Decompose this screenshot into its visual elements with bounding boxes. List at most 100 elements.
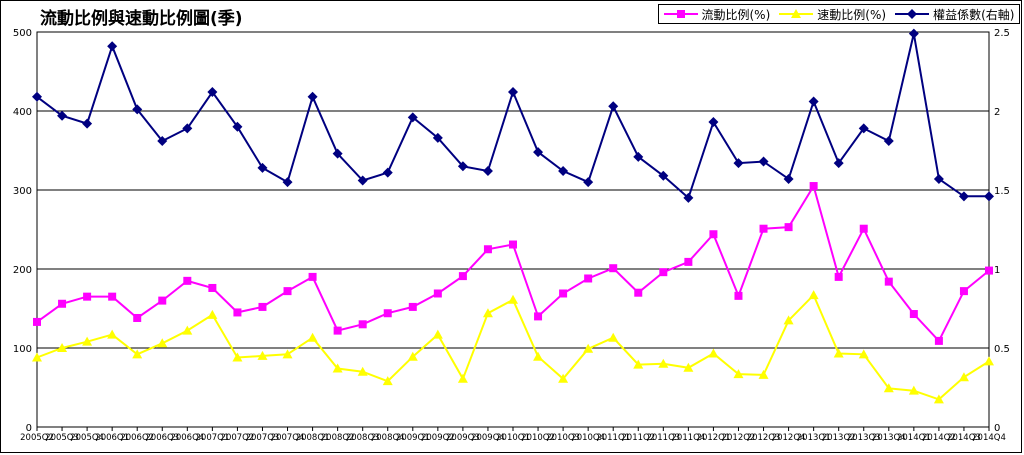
data-point-current-ratio	[909, 310, 918, 319]
data-point-current-ratio	[483, 245, 492, 254]
y-left-tick-label: 500	[13, 28, 32, 39]
data-point-quick-ratio	[307, 332, 318, 342]
data-point-equity-multiplier	[808, 96, 819, 107]
x-tick-label: 2006Q3	[145, 433, 179, 443]
x-tick-label: 2013Q4	[872, 433, 906, 443]
data-point-quick-ratio	[683, 362, 694, 372]
data-point-current-ratio	[183, 276, 192, 285]
data-point-equity-multiplier	[558, 166, 569, 177]
data-point-equity-multiplier	[157, 136, 168, 147]
data-point-quick-ratio	[558, 373, 569, 383]
data-point-quick-ratio	[357, 366, 368, 376]
data-point-quick-ratio	[833, 348, 844, 358]
x-tick-label: 2012Q3	[747, 433, 781, 443]
x-tick-label: 2010Q1	[496, 433, 530, 443]
data-point-equity-multiplier	[984, 191, 994, 202]
data-point-quick-ratio	[608, 332, 619, 342]
data-point-current-ratio	[33, 317, 41, 326]
x-tick-label: 2008Q3	[346, 433, 380, 443]
data-point-equity-multiplier	[407, 112, 418, 123]
data-point-quick-ratio	[858, 349, 869, 359]
legend-label-quick-ratio: 速動比例(%)	[817, 7, 887, 22]
data-point-quick-ratio	[633, 359, 644, 369]
series-line-equity-multiplier	[36, 33, 989, 200]
x-tick-label: 2011Q4	[672, 433, 706, 443]
y-right-tick-label: 0	[994, 423, 1000, 434]
data-point-equity-multiplier	[32, 91, 42, 102]
data-point-current-ratio	[959, 287, 968, 296]
x-tick-label: 2006Q2	[120, 433, 154, 443]
data-point-equity-multiplier	[583, 177, 594, 188]
data-point-quick-ratio	[432, 329, 443, 339]
x-tick-label: 2013Q3	[847, 433, 881, 443]
data-point-current-ratio	[884, 277, 893, 286]
y-left-tick-label: 200	[13, 265, 32, 276]
data-point-quick-ratio	[908, 385, 919, 395]
legend-swatch-equity-multiplier	[895, 9, 930, 19]
data-point-quick-ratio	[282, 349, 293, 359]
data-point-quick-ratio	[107, 329, 118, 339]
data-point-equity-multiplier	[658, 170, 669, 181]
data-point-equity-multiplier	[958, 191, 969, 202]
x-tick-label: 2011Q1	[596, 433, 630, 443]
data-point-quick-ratio	[984, 356, 994, 366]
data-point-equity-multiplier	[908, 28, 919, 39]
x-tick-label: 2007Q3	[246, 433, 280, 443]
data-point-quick-ratio	[257, 350, 268, 360]
axes: 0 0 100 0.5 200 1 300 1.5 400 2 500 2.5 2005Q22005Q3…	[13, 28, 1010, 443]
data-point-quick-ratio	[708, 348, 719, 358]
data-point-equity-multiplier	[257, 162, 268, 173]
data-point-quick-ratio	[883, 383, 894, 393]
legend-item-current-ratio: 流動比例(%)	[663, 6, 770, 23]
data-point-quick-ratio	[232, 352, 243, 362]
x-tick-label: 2014Q1	[897, 433, 931, 443]
data-point-current-ratio	[408, 302, 417, 311]
x-tick-label: 2014Q4	[972, 433, 1006, 443]
data-point-equity-multiplier	[207, 87, 218, 98]
data-point-current-ratio	[709, 230, 718, 239]
data-point-quick-ratio	[783, 315, 794, 325]
data-point-equity-multiplier	[382, 167, 393, 178]
data-point-current-ratio	[108, 292, 117, 301]
data-point-current-ratio	[809, 182, 818, 191]
data-point-equity-multiplier	[282, 177, 293, 188]
data-point-current-ratio	[834, 272, 843, 281]
series-line-quick-ratio	[36, 293, 990, 401]
data-point-current-ratio	[559, 289, 568, 298]
data-point-quick-ratio	[207, 309, 218, 319]
data-point-quick-ratio	[958, 372, 969, 382]
data-point-quick-ratio	[382, 376, 393, 386]
x-tick-label: 2013Q1	[797, 433, 831, 443]
data-point-current-ratio	[509, 240, 517, 249]
legend-swatch-quick-ratio	[779, 9, 814, 18]
y-right-tick-label: 2.5	[994, 28, 1010, 39]
x-tick-label: 2009Q1	[396, 433, 430, 443]
x-tick-label: 2009Q4	[471, 433, 505, 443]
data-point-quick-ratio	[132, 349, 143, 359]
x-tick-label: 2014Q3	[947, 433, 981, 443]
data-point-equity-multiplier	[82, 118, 93, 129]
data-point-current-ratio	[534, 312, 543, 321]
data-point-equity-multiplier	[357, 175, 368, 186]
x-tick-label: 2006Q4	[170, 433, 204, 443]
data-point-current-ratio	[258, 302, 267, 311]
x-tick-label: 2012Q1	[697, 433, 731, 443]
data-point-equity-multiplier	[132, 104, 143, 115]
data-point-current-ratio	[208, 283, 217, 292]
y-right-tick-label: 2	[994, 107, 1000, 118]
series-layer	[32, 28, 994, 404]
data-point-equity-multiplier	[232, 121, 243, 132]
y-left-tick-label: 0	[26, 423, 32, 434]
x-tick-label: 2008Q2	[321, 433, 355, 443]
x-tick-label: 2006Q1	[95, 433, 129, 443]
data-point-equity-multiplier	[332, 148, 343, 159]
data-point-equity-multiplier	[708, 117, 719, 128]
legend-swatch-current-ratio	[663, 10, 698, 18]
data-point-equity-multiplier	[858, 123, 869, 134]
x-tick-label: 2005Q4	[70, 433, 104, 443]
legend-item-quick-ratio: 速動比例(%)	[779, 6, 886, 23]
x-tick-label: 2008Q1	[296, 433, 330, 443]
data-point-quick-ratio	[808, 290, 819, 300]
data-point-current-ratio	[859, 224, 868, 233]
